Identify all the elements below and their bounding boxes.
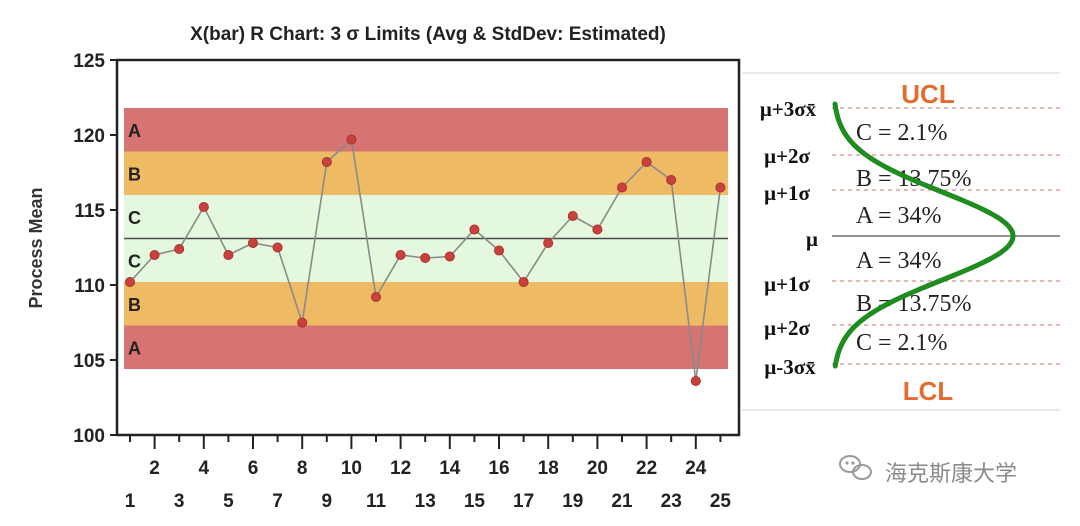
zone-band-c — [124, 195, 728, 239]
zone-percentage-label: A = 34% — [856, 203, 942, 229]
sigma-level-label: μ+2σ — [764, 144, 810, 168]
data-point — [592, 224, 603, 235]
data-point — [297, 317, 308, 328]
x-tick-label-even: 8 — [297, 458, 308, 479]
zone-percentage-label: C = 2.1% — [856, 330, 948, 356]
x-tick-label-even: 18 — [538, 458, 559, 479]
x-tick-label-even: 12 — [390, 458, 411, 479]
x-tick-label-even: 4 — [199, 458, 210, 479]
x-tick-label-odd: 1 — [125, 491, 136, 512]
data-point — [370, 291, 381, 302]
y-tick-label: 120 — [73, 126, 105, 147]
x-tick-label-even: 22 — [636, 458, 657, 479]
sigma-level-label: μ+1σ — [764, 272, 810, 296]
zone-label: C — [128, 251, 141, 271]
data-point — [690, 375, 701, 386]
y-tick-label: 110 — [74, 276, 105, 297]
x-tick-label-even: 16 — [488, 458, 509, 479]
x-tick-label-odd: 17 — [513, 491, 534, 512]
zone-label: C — [128, 208, 141, 228]
zone-label: B — [128, 295, 141, 315]
data-point — [420, 252, 431, 263]
data-point — [666, 174, 677, 185]
zone-bands: A B C C B A — [124, 108, 728, 369]
data-point — [641, 156, 652, 167]
x-tick-label-even: 2 — [149, 458, 160, 479]
data-point — [149, 249, 160, 260]
data-series — [125, 134, 726, 386]
zone-label: A — [128, 338, 141, 358]
zone-band-b — [124, 282, 728, 326]
x-tick-label-odd: 19 — [562, 491, 583, 512]
y-tick-label: 125 — [73, 51, 105, 72]
x-tick-label-odd: 13 — [415, 491, 436, 512]
plot-frame — [115, 58, 741, 437]
data-point — [198, 201, 209, 212]
sigma-level-label: μ+3σx̄ — [760, 97, 817, 121]
data-point — [493, 245, 504, 256]
sigma-level-label: μ+2σ — [764, 316, 810, 340]
y-tick-label: 115 — [74, 201, 105, 222]
sigma-level-label: μ-3σx̄ — [764, 355, 816, 379]
x-tick-label-odd: 11 — [366, 491, 387, 512]
x-tick-label-odd: 5 — [223, 491, 234, 512]
x-tick-label-odd: 23 — [661, 491, 682, 512]
data-point — [518, 276, 529, 287]
data-point — [272, 242, 283, 253]
zone-band-a — [124, 325, 728, 369]
x-tick-label-odd: 9 — [322, 491, 333, 512]
data-point — [321, 156, 332, 167]
data-point — [174, 243, 185, 254]
data-point — [247, 237, 258, 248]
y-axis-label: Process Mean — [26, 187, 46, 308]
data-point — [617, 182, 628, 193]
data-point — [543, 237, 554, 248]
chart-title: X(bar) R Chart: 3 σ Limits (Avg & StdDev… — [190, 24, 666, 45]
x-tick-label-even: 24 — [685, 458, 707, 479]
data-point — [567, 210, 578, 221]
sigma-level-label: μ — [806, 227, 818, 251]
x-tick-label-odd: 15 — [464, 491, 486, 512]
x-tick-label-odd: 21 — [611, 491, 633, 512]
watermark-text: 海克斯康大学 — [885, 461, 1017, 486]
zone-percentage-label: C = 2.1% — [856, 120, 948, 146]
data-point — [223, 249, 234, 260]
data-point — [346, 134, 357, 145]
zone-label: A — [128, 121, 141, 141]
ucl-label: UCL — [901, 79, 955, 109]
data-point — [125, 276, 136, 287]
zone-band-b — [124, 151, 728, 195]
zone-label: B — [128, 164, 141, 184]
bell-curve — [832, 101, 1016, 369]
wechat-icon — [839, 455, 872, 480]
x-tick-label-odd: 3 — [174, 491, 185, 512]
x-tick-label-odd: 7 — [272, 491, 283, 512]
data-point — [444, 251, 455, 262]
y-tick-label: 100 — [73, 426, 105, 447]
data-point — [715, 182, 726, 193]
zone-percentage-label: A = 34% — [856, 248, 942, 274]
x-tick-label-odd: 25 — [710, 491, 732, 512]
data-point — [395, 249, 406, 260]
zone-band-a — [124, 108, 728, 152]
x-tick-label-even: 10 — [341, 458, 362, 479]
sigma-level-label: μ+1σ — [764, 181, 810, 205]
y-tick-label: 105 — [73, 351, 105, 372]
x-tick-label-even: 20 — [587, 458, 608, 479]
x-tick-label-even: 14 — [439, 458, 461, 479]
lcl-label: LCL — [903, 376, 954, 406]
data-point — [469, 224, 480, 235]
x-tick-label-even: 6 — [248, 458, 259, 479]
